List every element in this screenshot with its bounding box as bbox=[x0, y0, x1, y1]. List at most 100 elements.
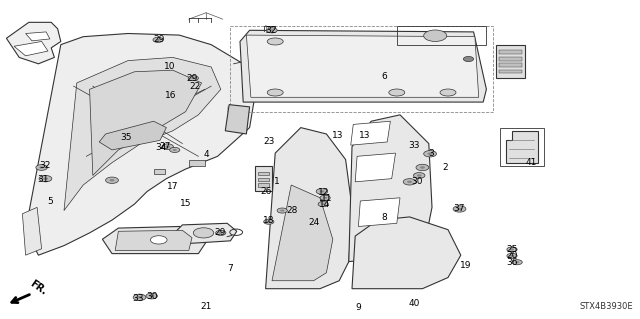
Circle shape bbox=[173, 149, 177, 151]
Polygon shape bbox=[26, 33, 256, 255]
Circle shape bbox=[267, 221, 271, 223]
Text: 34: 34 bbox=[156, 143, 167, 152]
Text: 29: 29 bbox=[153, 35, 164, 44]
Text: FR.: FR. bbox=[28, 278, 48, 297]
Text: 18: 18 bbox=[263, 216, 275, 225]
Circle shape bbox=[133, 294, 146, 300]
Circle shape bbox=[510, 249, 514, 250]
Polygon shape bbox=[499, 63, 522, 67]
Polygon shape bbox=[99, 121, 166, 150]
Text: 35: 35 bbox=[120, 133, 132, 142]
Text: 13: 13 bbox=[332, 131, 344, 140]
Ellipse shape bbox=[389, 89, 405, 96]
Polygon shape bbox=[272, 185, 333, 281]
Text: 32: 32 bbox=[266, 26, 277, 35]
Text: 33: 33 bbox=[132, 294, 143, 303]
Circle shape bbox=[416, 164, 429, 171]
Text: 33: 33 bbox=[408, 141, 420, 150]
Text: 17: 17 bbox=[167, 182, 179, 191]
Circle shape bbox=[321, 203, 325, 205]
Circle shape bbox=[507, 253, 517, 258]
Circle shape bbox=[403, 179, 416, 185]
Circle shape bbox=[216, 230, 226, 235]
Circle shape bbox=[270, 29, 274, 31]
Polygon shape bbox=[258, 178, 269, 181]
Ellipse shape bbox=[268, 38, 283, 45]
Text: 30: 30 bbox=[411, 177, 422, 186]
Circle shape bbox=[188, 76, 198, 81]
Ellipse shape bbox=[268, 89, 283, 96]
Polygon shape bbox=[246, 35, 479, 97]
Polygon shape bbox=[266, 128, 352, 289]
Circle shape bbox=[417, 174, 422, 177]
Text: 7: 7 bbox=[228, 264, 233, 273]
Text: 26: 26 bbox=[260, 187, 271, 196]
Polygon shape bbox=[506, 131, 538, 163]
Text: 12: 12 bbox=[317, 188, 329, 197]
Text: 29: 29 bbox=[214, 228, 226, 237]
Text: 10: 10 bbox=[164, 62, 175, 71]
Polygon shape bbox=[115, 230, 192, 250]
Circle shape bbox=[109, 179, 115, 182]
Circle shape bbox=[512, 260, 522, 265]
Polygon shape bbox=[349, 115, 432, 262]
Circle shape bbox=[318, 202, 328, 207]
Circle shape bbox=[106, 177, 118, 183]
Text: 37: 37 bbox=[454, 204, 465, 213]
Text: 31: 31 bbox=[38, 175, 49, 184]
Polygon shape bbox=[225, 105, 250, 134]
Circle shape bbox=[162, 144, 173, 150]
Text: 6: 6 bbox=[381, 72, 387, 81]
Text: 19: 19 bbox=[460, 261, 472, 270]
Text: 15: 15 bbox=[180, 199, 191, 208]
Circle shape bbox=[457, 208, 462, 210]
Text: 40: 40 bbox=[409, 299, 420, 308]
Polygon shape bbox=[6, 22, 61, 64]
Circle shape bbox=[36, 165, 47, 170]
Circle shape bbox=[150, 236, 167, 244]
Circle shape bbox=[463, 56, 474, 62]
Circle shape bbox=[428, 152, 433, 155]
Text: STX4B3930E: STX4B3930E bbox=[580, 302, 634, 311]
Polygon shape bbox=[173, 223, 237, 244]
Text: 14: 14 bbox=[319, 200, 331, 209]
Circle shape bbox=[39, 175, 52, 182]
Circle shape bbox=[219, 232, 223, 234]
Polygon shape bbox=[258, 172, 269, 175]
Circle shape bbox=[193, 228, 214, 238]
Text: 13: 13 bbox=[359, 131, 371, 140]
Ellipse shape bbox=[440, 89, 456, 96]
Text: 25: 25 bbox=[506, 245, 518, 254]
Circle shape bbox=[153, 37, 163, 42]
Circle shape bbox=[407, 181, 412, 183]
Circle shape bbox=[165, 145, 170, 148]
Circle shape bbox=[156, 39, 160, 41]
Circle shape bbox=[316, 189, 328, 194]
Polygon shape bbox=[14, 41, 48, 56]
Circle shape bbox=[420, 166, 425, 169]
Circle shape bbox=[264, 219, 274, 224]
Circle shape bbox=[323, 197, 327, 199]
Circle shape bbox=[453, 206, 466, 212]
Text: 20: 20 bbox=[506, 251, 518, 260]
Text: 36: 36 bbox=[506, 258, 518, 267]
Polygon shape bbox=[499, 57, 522, 61]
Circle shape bbox=[424, 151, 436, 157]
Polygon shape bbox=[154, 169, 165, 174]
Circle shape bbox=[149, 295, 154, 297]
Circle shape bbox=[39, 166, 44, 169]
Circle shape bbox=[319, 190, 324, 193]
Text: 21: 21 bbox=[200, 302, 212, 311]
Circle shape bbox=[146, 293, 157, 299]
Text: 2: 2 bbox=[442, 163, 447, 172]
Polygon shape bbox=[90, 70, 202, 175]
Circle shape bbox=[507, 247, 517, 252]
Circle shape bbox=[280, 210, 284, 211]
Text: 5: 5 bbox=[47, 197, 52, 206]
Circle shape bbox=[170, 147, 180, 152]
Polygon shape bbox=[258, 183, 269, 187]
Text: 41: 41 bbox=[525, 158, 537, 167]
Polygon shape bbox=[22, 207, 42, 255]
Text: 32: 32 bbox=[39, 161, 51, 170]
Circle shape bbox=[413, 173, 425, 178]
